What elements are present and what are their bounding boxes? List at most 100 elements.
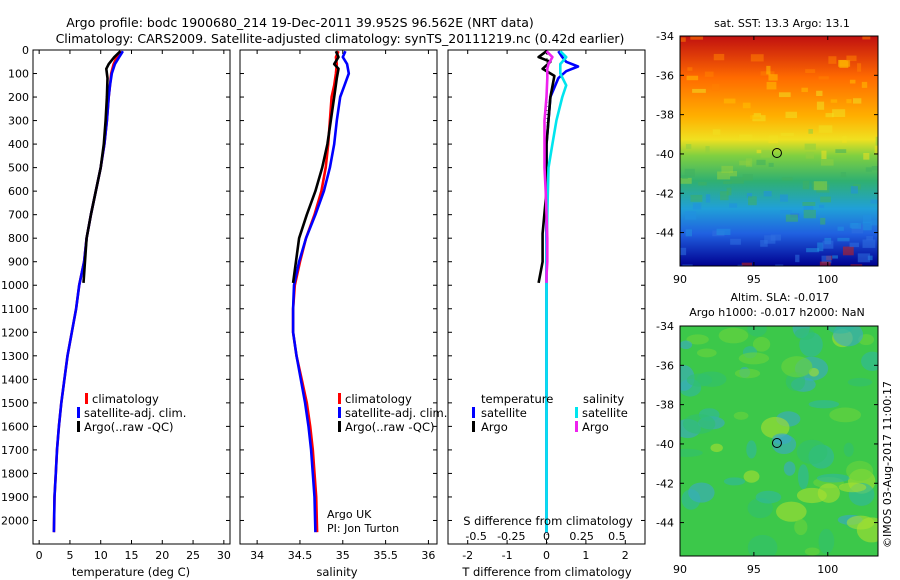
depth-axis: 0 100 200 300 400 500 600 700 800 900 1000 1100 1200… bbox=[1, 44, 230, 527]
sst-texture-patch bbox=[721, 165, 734, 174]
sst-texture-patch bbox=[820, 196, 832, 203]
lon-tick-label: 95 bbox=[747, 563, 761, 576]
series-line-s-argo bbox=[543, 50, 554, 283]
s-difference-label: S difference from climatology bbox=[463, 514, 633, 528]
sla-texture-patch bbox=[746, 440, 757, 459]
sst-texture-patch bbox=[705, 146, 710, 153]
sst-texture-patch bbox=[818, 125, 833, 133]
lat-tick-label: -38 bbox=[656, 109, 674, 122]
legend-s-argo-label: Argo bbox=[582, 420, 609, 434]
lat-tick-label: -44 bbox=[656, 227, 674, 240]
legend-salinity-header: salinity bbox=[583, 392, 624, 406]
sst-texture-patch bbox=[723, 180, 732, 185]
lat-tick-label: -38 bbox=[656, 399, 674, 412]
sst-texture-patch bbox=[687, 67, 693, 71]
sst-texture-patch bbox=[828, 56, 837, 64]
sst-texture-patch bbox=[803, 205, 814, 215]
x-tick-label: 0 bbox=[36, 549, 43, 562]
series-line-argo-raw-qc bbox=[291, 50, 340, 284]
sst-texture-patch bbox=[680, 177, 692, 184]
sst-texture-patch bbox=[805, 151, 815, 159]
t-difference-xlabel: T difference from climatology bbox=[461, 565, 632, 579]
sst-texture-patch bbox=[819, 261, 831, 266]
sst-texture-patch bbox=[768, 74, 778, 81]
x-tick-label: 2 bbox=[622, 549, 629, 562]
sst-texture-patch bbox=[802, 180, 810, 190]
sst-texture-patch bbox=[692, 88, 706, 93]
sla-texture-patch bbox=[797, 464, 809, 490]
legend-climatology-swatch bbox=[85, 393, 88, 404]
sla-texture bbox=[680, 326, 878, 556]
y-tick-label: 1100 bbox=[1, 303, 29, 316]
temperature-xlabel: temperature (deg C) bbox=[72, 565, 190, 579]
sst-texture-patch bbox=[816, 90, 823, 96]
y-tick-label: 1200 bbox=[1, 326, 29, 339]
sst-texture-patch bbox=[684, 168, 695, 177]
sst-texture-patch bbox=[738, 134, 753, 141]
sst-texture-patch bbox=[763, 190, 772, 197]
sst-texture-patch bbox=[698, 181, 707, 186]
sla-texture-patch bbox=[783, 461, 796, 476]
sla-map-subtitle: Argo h1000: -0.017 h2000: NaN bbox=[689, 306, 865, 319]
y-tick-label: 1300 bbox=[1, 350, 29, 363]
y-tick-label: 1900 bbox=[1, 491, 29, 504]
sla-texture-patch bbox=[680, 448, 703, 457]
sst-texture-patch bbox=[760, 240, 768, 247]
sst-texture-patch bbox=[684, 211, 697, 220]
sst-texture-patch bbox=[820, 159, 834, 166]
sla-texture-patch bbox=[710, 443, 723, 453]
series-line-s-satellite bbox=[545, 50, 568, 533]
sla-texture-patch bbox=[781, 356, 813, 378]
sst-texture-patch bbox=[712, 129, 721, 135]
sla-texture-patch bbox=[738, 352, 770, 365]
sst-texture-patch bbox=[756, 159, 766, 166]
lat-tick-label: -44 bbox=[656, 517, 674, 530]
x-tick-label: 34 bbox=[250, 549, 264, 562]
y-tick-label: 900 bbox=[8, 256, 29, 269]
series-line-satellite-adj-clim bbox=[291, 50, 351, 533]
sst-texture-patch bbox=[742, 174, 753, 181]
lat-tick-label: -40 bbox=[656, 438, 674, 451]
difference-x-axis: -2 -1 0 1 2 bbox=[462, 50, 629, 562]
sst-texture-patch bbox=[685, 144, 692, 150]
sla-texture-patch bbox=[696, 371, 727, 387]
sla-map-title: Altim. SLA: -0.017 bbox=[730, 291, 829, 304]
sla-texture-patch bbox=[688, 482, 715, 503]
sst-texture-patch bbox=[795, 254, 800, 263]
sst-texture-patch bbox=[690, 194, 703, 202]
sst-texture-patch bbox=[849, 79, 856, 84]
x-tick-label: 20 bbox=[155, 549, 169, 562]
sla-texture-patch bbox=[771, 434, 797, 455]
sst-texture-patch bbox=[692, 203, 702, 210]
sst-texture-patch bbox=[842, 246, 854, 256]
legend-climatology-label: climatology bbox=[92, 392, 159, 406]
sst-texture-patch bbox=[753, 113, 762, 118]
sst-texture-patch bbox=[723, 98, 736, 104]
sst-texture-patch bbox=[830, 99, 838, 103]
sla-texture-patch bbox=[816, 473, 850, 483]
sla-texture-patch bbox=[818, 528, 835, 555]
temperature-panel: 0100200300400500600700800900100011001200… bbox=[1, 44, 231, 579]
sla-texture-patch bbox=[747, 534, 778, 556]
y-tick-label: 800 bbox=[8, 232, 29, 245]
difference-s-axis: -0.5 -0.25 0 0.25 0.5 bbox=[465, 530, 625, 543]
sst-texture-patch bbox=[739, 160, 751, 166]
s-tick-label: 0.5 bbox=[608, 530, 626, 543]
sla-texture-patch bbox=[696, 348, 717, 358]
sst-texture-patch bbox=[768, 135, 779, 144]
sst-texture-patch bbox=[780, 132, 794, 137]
sst-texture-patch bbox=[785, 111, 798, 118]
sla-map-frame bbox=[679, 325, 879, 557]
difference-panel: -2 -1 0 1 2 -0.5 -0.25 0 0.25 0.5 S difference f… bbox=[447, 49, 646, 579]
sst-texture-patch bbox=[871, 166, 878, 171]
sla-texture-patch bbox=[794, 519, 808, 536]
sst-texture-patch bbox=[806, 248, 820, 253]
sst-texture-patch bbox=[766, 65, 771, 75]
sst-texture-patch bbox=[870, 199, 878, 204]
y-tick-label: 1800 bbox=[1, 467, 29, 480]
sst-texture-patch bbox=[857, 253, 871, 263]
sla-texture-patch bbox=[682, 413, 716, 434]
series-line-argo-raw-qc bbox=[82, 50, 122, 283]
sst-texture-patch bbox=[852, 98, 862, 104]
sst-texture-patch bbox=[822, 240, 834, 249]
